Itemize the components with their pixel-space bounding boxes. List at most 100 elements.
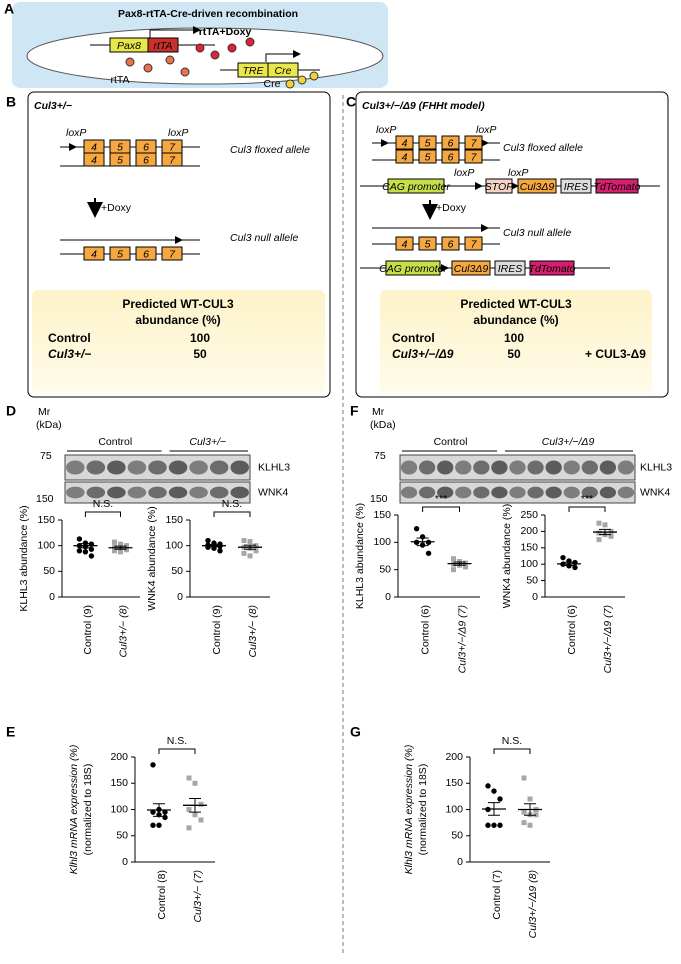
gene-box: [464, 149, 483, 164]
label: rtTA: [110, 74, 129, 86]
label: 7: [169, 154, 176, 166]
data-point: [118, 541, 123, 547]
band: [617, 486, 635, 499]
label: loxP: [454, 167, 474, 179]
band: [209, 460, 229, 475]
gene-box: [83, 152, 105, 167]
bracket: [213, 511, 251, 517]
label: 4: [91, 154, 97, 166]
label: +Doxy: [101, 202, 132, 214]
label: 4: [402, 137, 408, 149]
band: [545, 460, 562, 475]
x-tick-label: Control (9): [211, 605, 223, 655]
dot-plot: 0 50 100 150 200 Klhl3 mRNA expression (%) (no…: [403, 735, 550, 938]
label: 75: [40, 450, 52, 462]
sem-bar: [208, 544, 220, 548]
gene-box: [109, 246, 131, 261]
annotation: N.S.: [93, 498, 113, 510]
data-point: [521, 775, 527, 781]
label: Control: [434, 436, 468, 448]
label: Cul3 floxed allele: [503, 142, 583, 154]
data-point: [150, 809, 156, 815]
gene-box: [529, 260, 575, 276]
annotation: N.S.: [502, 735, 522, 747]
band: [107, 460, 126, 475]
data-point: [485, 822, 491, 828]
x-tick-label: Control (8): [156, 870, 168, 920]
label: 50: [507, 347, 521, 361]
band: [86, 486, 106, 499]
band: [491, 460, 508, 475]
label: Cul3+/−/Δ9: [392, 347, 454, 361]
gene-box: [83, 246, 105, 261]
data-point: [425, 550, 432, 556]
band: [148, 460, 167, 475]
band: [418, 460, 436, 475]
band: [86, 460, 106, 475]
label: STOP: [485, 181, 513, 193]
data-point: [527, 796, 533, 802]
dot-plot: 0 50 100 150 200 Klhl3 mRNA expression (%) (no…: [68, 735, 215, 923]
data-point: [76, 536, 83, 542]
data-point: [560, 554, 566, 561]
band: [107, 486, 126, 499]
band: [509, 486, 526, 499]
y-axis-label: Klhl3 mRNA expression (%): [68, 745, 80, 875]
data-point: [521, 820, 527, 826]
data-point: [247, 539, 253, 545]
label: 7: [471, 137, 478, 149]
band: [527, 460, 544, 475]
data-point: [253, 543, 259, 549]
y-axis-label: KLHL3 abundance (%): [354, 503, 366, 609]
y-tick-label: 150: [520, 542, 538, 554]
annotation: ***: [435, 493, 447, 505]
data-point: [527, 822, 533, 828]
band: [437, 486, 454, 499]
y-tick-label: 50: [526, 574, 538, 586]
label: 6: [448, 151, 454, 163]
sem-bar: [563, 561, 575, 567]
sem-bar: [599, 528, 611, 536]
data-point: [451, 567, 456, 573]
label: Predicted WT-CUL3: [460, 297, 572, 311]
band: [563, 486, 580, 499]
sem-bar: [453, 561, 466, 566]
label: 6: [448, 238, 454, 250]
label: Cul3+/−: [189, 436, 226, 448]
y-tick-label: 100: [110, 803, 128, 815]
y-tick-label: 0: [532, 591, 538, 603]
label: TdTomato: [529, 263, 576, 275]
data-point: [602, 522, 608, 528]
label: Cre: [264, 78, 281, 90]
band: [189, 460, 208, 475]
data-point: [162, 814, 168, 821]
y-axis-label: KLHL3 abundance (%): [18, 505, 30, 611]
label: + CUL3-Δ9: [585, 347, 646, 361]
gene-box: [595, 178, 639, 194]
label: (kDa): [36, 419, 62, 431]
band: [400, 486, 418, 499]
y-axis-label: WNK4 abundance (%): [146, 506, 158, 610]
data-point: [124, 543, 129, 549]
dot-plot: 0 50 100 150 KLHL3 abundance (%) Control (6) C…: [354, 493, 480, 673]
y-tick-label: 100: [37, 539, 55, 551]
bracket: [158, 748, 196, 754]
band: [527, 486, 544, 499]
gene-box: [560, 178, 592, 194]
label: Cul3 null allele: [503, 227, 571, 239]
x-tick-label: Cul3+/− (8): [117, 605, 129, 658]
label: Cul3+/−: [34, 100, 72, 112]
label: TRE: [243, 65, 265, 77]
data-point: [88, 553, 95, 559]
band: [491, 486, 508, 499]
label: A: [4, 1, 14, 17]
band: [168, 486, 188, 499]
y-tick-label: 0: [385, 591, 391, 603]
data-point: [205, 537, 211, 544]
gene-box: [441, 149, 460, 164]
label: 7: [471, 238, 478, 250]
label: Control: [48, 331, 91, 345]
label: G: [350, 724, 361, 740]
label: Cre: [275, 65, 292, 77]
label: 7: [471, 151, 478, 163]
